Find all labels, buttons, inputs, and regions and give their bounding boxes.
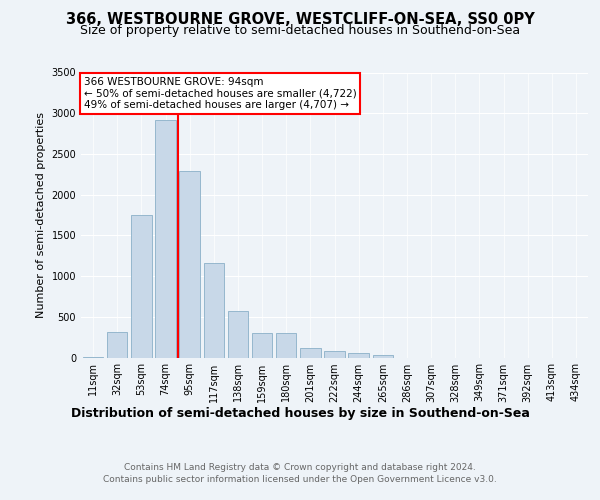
Bar [252,334,272,357]
Bar [300,348,320,358]
Bar [276,334,296,357]
Bar [324,351,345,358]
Text: Contains HM Land Registry data © Crown copyright and database right 2024.
Contai: Contains HM Land Registry data © Crown c… [103,462,497,484]
Y-axis label: Number of semi-detached properties: Number of semi-detached properties [36,112,46,318]
Text: Size of property relative to semi-detached houses in Southend-on-Sea: Size of property relative to semi-detach… [80,24,520,37]
Text: 366 WESTBOURNE GROVE: 94sqm
← 50% of semi-detached houses are smaller (4,722)
49: 366 WESTBOURNE GROVE: 94sqm ← 50% of sem… [83,77,356,110]
Text: 366, WESTBOURNE GROVE, WESTCLIFF-ON-SEA, SS0 0PY: 366, WESTBOURNE GROVE, WESTCLIFF-ON-SEA,… [65,12,535,28]
Bar [83,356,103,358]
Bar [179,171,200,358]
Bar [227,312,248,358]
Bar [349,353,369,358]
Bar [155,120,176,358]
Bar [373,356,393,358]
Bar [131,215,152,358]
Bar [107,332,127,357]
Text: Distribution of semi-detached houses by size in Southend-on-Sea: Distribution of semi-detached houses by … [71,408,529,420]
Bar [203,264,224,358]
